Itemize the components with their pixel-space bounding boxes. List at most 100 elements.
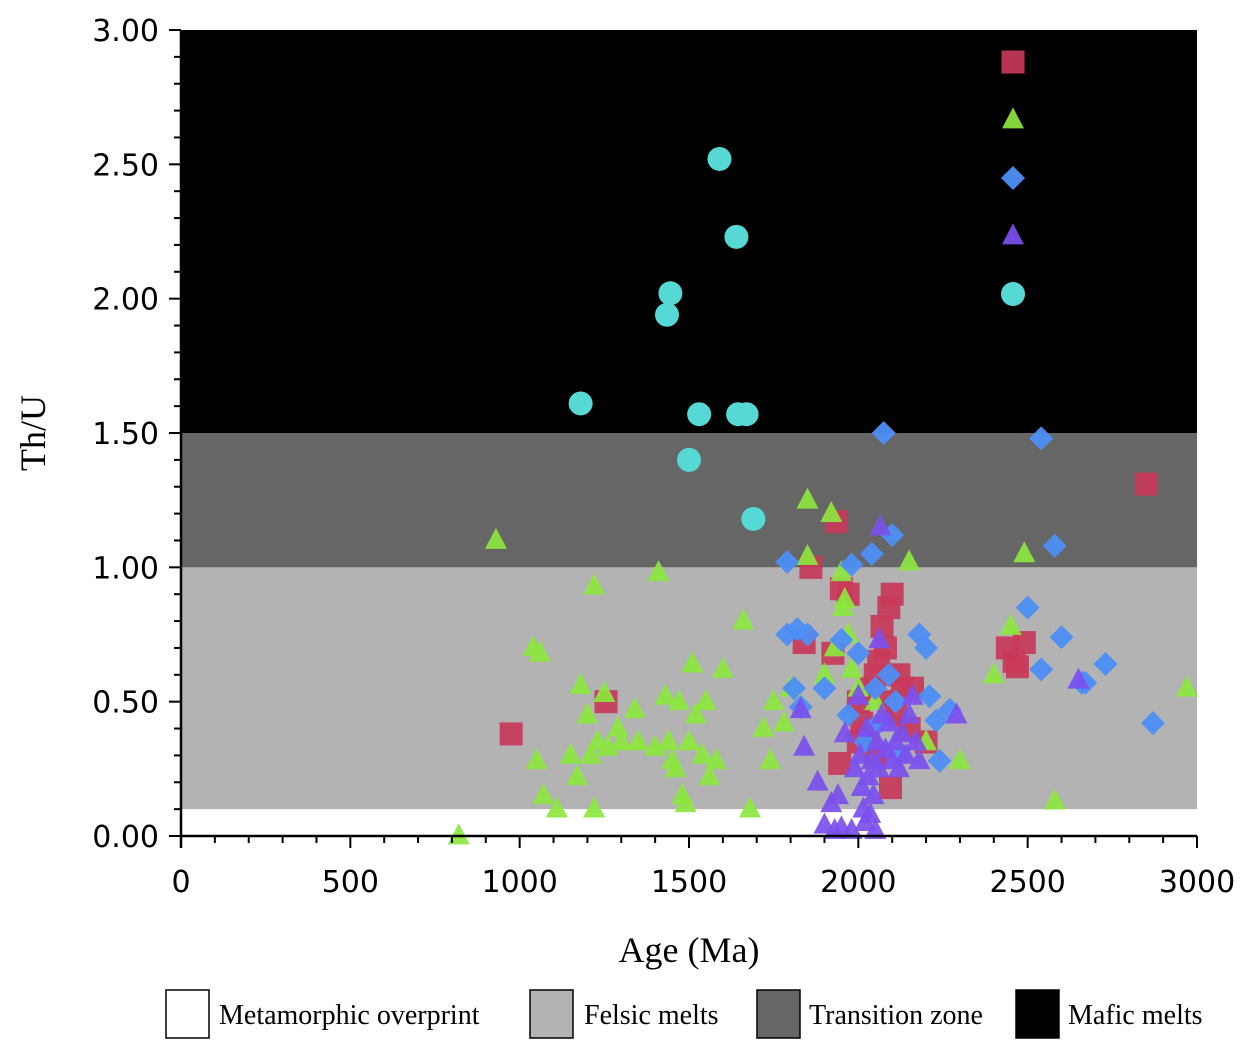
data-point: [828, 751, 852, 775]
x-axis-title: Age (Ma): [619, 930, 760, 970]
data-point: [1001, 50, 1025, 74]
data-point: [698, 764, 721, 786]
data-point: [1134, 472, 1158, 496]
zone-swatch: [165, 989, 210, 1039]
legend-item: ALBL29: [1002, 102, 1159, 138]
data-point: [833, 721, 856, 743]
data-point: [1015, 595, 1040, 620]
zone-swatch: [1015, 989, 1060, 1039]
data-point: [1140, 711, 1165, 736]
data-point: [898, 549, 921, 571]
data-point: [847, 683, 870, 705]
x-tick-label: 0: [171, 865, 190, 900]
data-point: [583, 573, 606, 595]
data-point: [862, 783, 885, 805]
data-point: [678, 729, 700, 751]
data-point: [532, 783, 555, 805]
data-point: [904, 729, 927, 751]
data-point: [1001, 282, 1025, 306]
data-point: [664, 756, 687, 778]
legend-label: TG-15-1: [1043, 218, 1155, 254]
data-point: [908, 748, 931, 770]
data-point: [927, 748, 952, 773]
axes: 0.00 0.50 1.00 1.50 2.00 2.50 3.00 0 500 1000 1500…: [92, 14, 1235, 900]
data-point: [772, 710, 795, 732]
data-point: [917, 684, 942, 709]
data-point: [1006, 655, 1030, 679]
data-point: [738, 796, 761, 818]
data-point: [868, 627, 891, 649]
data-point: [839, 552, 864, 577]
data-point: [593, 681, 616, 703]
x-tick-label: 2000: [820, 865, 896, 900]
data-point: [606, 715, 629, 737]
data-point: [644, 734, 667, 756]
data-point: [806, 769, 829, 791]
data-point: [855, 715, 878, 737]
data-point: [982, 662, 1005, 684]
zone-legend-item: Metamorphic overprint: [165, 989, 480, 1039]
series-tg-15-1: [789, 514, 1090, 840]
data-point: [623, 697, 646, 719]
data-point: [674, 791, 697, 813]
data-point: [859, 801, 882, 823]
x-tick-label: 1000: [481, 865, 557, 900]
data-point: [658, 281, 683, 306]
data-point: [924, 708, 949, 733]
data-point: [499, 722, 523, 746]
data-point: [820, 501, 843, 522]
data-point: [850, 775, 873, 797]
data-point: [836, 703, 861, 728]
y-tick-label: 2.00: [92, 283, 159, 318]
data-point: [545, 796, 568, 818]
zone-swatch: [756, 989, 801, 1039]
data-point: [870, 614, 894, 638]
data-point: [864, 818, 887, 840]
data-point: [762, 689, 785, 711]
x-tick-label: 500: [322, 865, 379, 900]
x-tick-label: 3000: [1159, 865, 1235, 900]
y-tick-label: 1.00: [92, 551, 159, 586]
data-point: [1013, 541, 1036, 563]
zone-legend-label: Transition zone: [809, 1000, 983, 1031]
data-point: [691, 742, 714, 764]
data-point: [901, 683, 924, 705]
data-point: [859, 541, 884, 566]
data-point: [840, 818, 863, 840]
data-point: [833, 586, 856, 608]
data-point: [759, 748, 782, 770]
data-point: [1093, 652, 1118, 677]
data-point: [752, 715, 775, 737]
zone-band: [181, 809, 1197, 836]
data-point: [894, 742, 917, 764]
zone-legend-item: Felsic melts: [529, 989, 719, 1039]
data-point: [596, 734, 619, 756]
data-point: [887, 756, 910, 778]
data-point: [741, 506, 766, 531]
data-point: [1012, 631, 1036, 655]
zone-band: [181, 567, 1197, 810]
data-point: [1001, 166, 1025, 190]
data-point: [732, 608, 755, 630]
data-point: [843, 756, 866, 778]
data-point: [568, 391, 593, 416]
data-point: [857, 764, 880, 786]
legend-item: BA24: [1001, 44, 1119, 80]
data-point: [711, 656, 734, 678]
series-ba21: [775, 421, 1165, 773]
data-point: [1029, 426, 1054, 451]
data-point: [781, 676, 806, 701]
data-point: [879, 776, 903, 800]
data-point: [1049, 625, 1074, 650]
data-points: [447, 146, 1198, 845]
zone-band: [181, 30, 1197, 433]
data-point: [793, 734, 816, 756]
data-point: [654, 302, 679, 327]
y-tick-label: 0.00: [92, 820, 159, 855]
zone-legend-label: Felsic melts: [584, 1000, 719, 1031]
data-point: [795, 622, 820, 647]
data-point: [681, 651, 704, 673]
data-point: [829, 627, 854, 652]
data-point: [830, 560, 853, 582]
data-point: [647, 560, 670, 582]
